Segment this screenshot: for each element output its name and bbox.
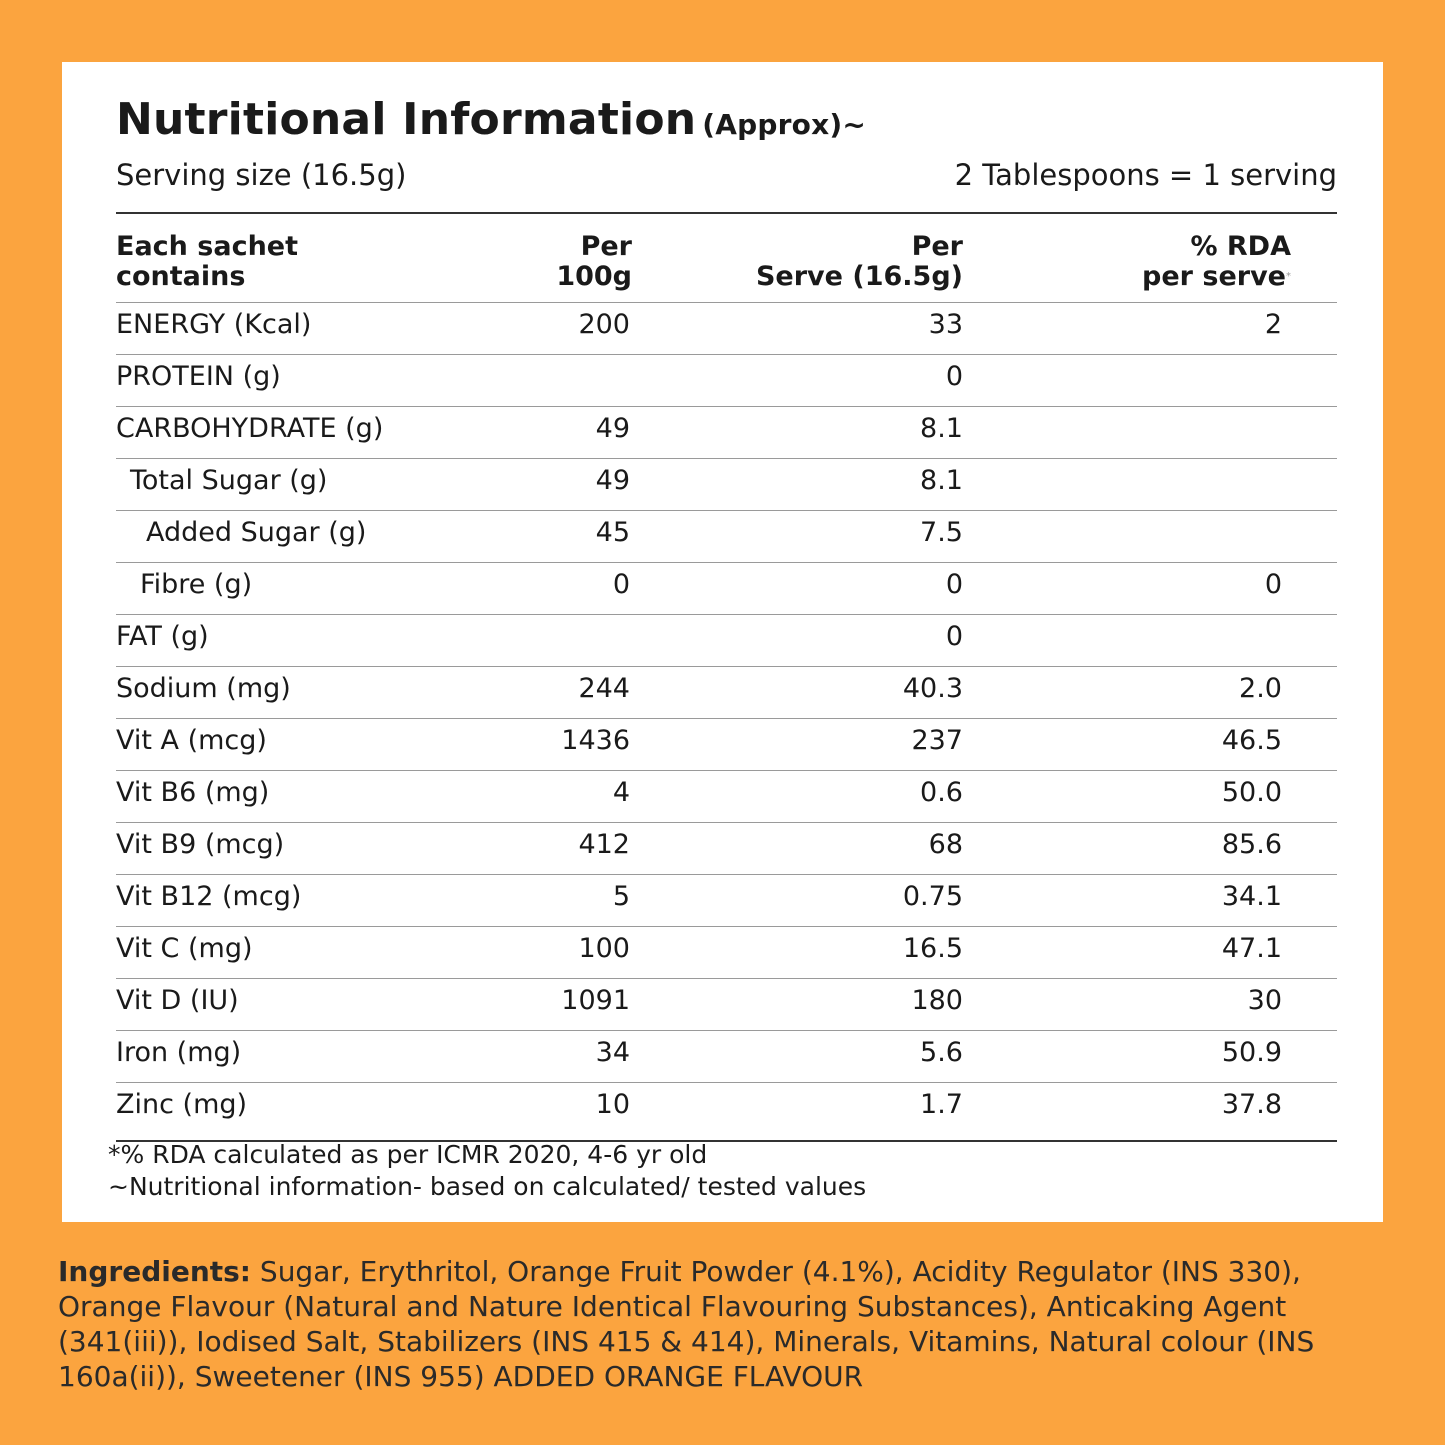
per-serve-value: 33 [928,309,963,340]
rda-value: 85.6 [1221,829,1282,860]
per-serve-value: 68 [928,829,963,860]
table-row: Vit B6 (mg) 4 0.6 50.0 [116,771,1337,823]
table-row: CARBOHYDRATE (g) 49 8.1 [116,407,1337,459]
table-row: Sodium (mg) 244 40.3 2.0 [116,667,1337,719]
per-100g-value: 5 [612,881,630,912]
nutrient-name: PROTEIN (g) [116,361,281,392]
serving-size: Serving size (16.5g) [116,158,407,192]
nutrient-name: Fibre (g) [140,569,253,600]
per-100g-value: 100 [578,933,630,964]
column-header-rda: % RDA per serve* [1142,231,1291,292]
table-row: Vit D (IU) 1091 180 30 [116,979,1337,1031]
per-100g-value: 244 [578,673,630,704]
per-serve-value: 0 [945,621,963,652]
nutrient-name: Vit A (mcg) [116,725,267,756]
per-serve-value: 0.75 [902,881,963,912]
nutrient-name: ENERGY (Kcal) [116,309,312,340]
nutrient-name: FAT (g) [116,621,209,652]
column-header-nutrient: Each sachet contains [116,231,299,292]
per-100g-value: 49 [595,465,630,496]
rda-value: 47.1 [1221,933,1282,964]
per-serve-value: 0 [945,361,963,392]
rda-asterisk: * [1286,271,1291,282]
rda-value: 2 [1264,309,1282,340]
nutrient-name: Vit D (IU) [116,985,239,1016]
table-row: Zinc (mg) 10 1.7 37.8 [116,1083,1337,1142]
per-serve-value: 8.1 [920,465,963,496]
per-100g-value: 1091 [561,985,630,1016]
rda-value: 2.0 [1239,673,1282,704]
ingredients-text: Ingredients: Sugar, Erythritol, Orange F… [58,1254,1378,1394]
table-row: Vit A (mcg) 1436 237 46.5 [116,719,1337,771]
per-serve-value: 40.3 [902,673,963,704]
table-row: Total Sugar (g) 49 8.1 [116,459,1337,511]
table-row: Fibre (g) 0 0 0 [116,563,1337,615]
rda-value: 46.5 [1221,725,1282,756]
table-row: FAT (g) 0 [116,615,1337,667]
per-serve-value: 0.6 [920,777,963,808]
per-100g-value: 1436 [561,725,630,756]
per-serve-value: 5.6 [920,1037,963,1068]
nutrient-name: Iron (mg) [116,1037,242,1068]
per-100g-value: 4 [612,777,630,808]
header-divider [116,212,1337,214]
table-row: Vit B12 (mcg) 5 0.75 34.1 [116,875,1337,927]
nutrition-card: Nutritional Information (Approx)~ Serving… [62,62,1383,1222]
nutrient-name: Sodium (mg) [116,673,291,704]
rda-footnote: *% RDA calculated as per ICMR 2020, 4-6 … [108,1140,708,1169]
per-serve-value: 7.5 [920,517,963,548]
per-serve-value: 16.5 [902,933,963,964]
rda-value: 34.1 [1221,881,1282,912]
rda-value: 0 [1264,569,1282,600]
per-serve-value: 8.1 [920,413,963,444]
per-100g-value: 200 [578,309,630,340]
basis-footnote: ~Nutritional information- based on calcu… [108,1172,867,1201]
table-row: Added Sugar (g) 45 7.5 [116,511,1337,563]
nutrient-name: Vit B9 (mcg) [116,829,285,860]
table-row: PROTEIN (g) 0 [116,355,1337,407]
nutrient-name: Vit B6 (mg) [116,777,270,808]
nutrient-name: Vit B12 (mcg) [116,881,302,912]
per-100g-value: 0 [612,569,630,600]
rda-value: 50.0 [1221,777,1282,808]
ingredients-list: Sugar, Erythritol, Orange Fruit Powder (… [58,1255,1315,1393]
ingredients-label: Ingredients: [58,1255,252,1288]
nutrition-rows: ENERGY (Kcal) 200 33 2 PROTEIN (g) 0 CAR… [116,303,1337,1142]
nutrient-name: Vit C (mg) [116,933,253,964]
per-100g-value: 34 [595,1037,630,1068]
column-header-per-100g: Per 100g [556,231,632,292]
column-header-per-serve: Per Serve (16.5g) [755,231,963,292]
nutrition-title: Nutritional Information (Approx)~ [116,94,866,145]
nutrient-name: Total Sugar (g) [130,465,328,496]
rda-value: 37.8 [1221,1089,1282,1120]
per-100g-value: 412 [578,829,630,860]
per-100g-value: 10 [595,1089,630,1120]
per-100g-value: 49 [595,413,630,444]
per-serve-value: 0 [945,569,963,600]
per-serve-value: 237 [911,725,963,756]
table-row: Vit B9 (mcg) 412 68 85.6 [116,823,1337,875]
rda-value: 30 [1247,985,1282,1016]
nutrient-name: Added Sugar (g) [146,517,367,548]
per-100g-value: 45 [595,517,630,548]
table-header: Each sachet contains Per 100g Per Serve … [116,230,1337,303]
title-suffix: (Approx)~ [702,108,867,141]
rda-value: 50.9 [1221,1037,1282,1068]
table-row: Vit C (mg) 100 16.5 47.1 [116,927,1337,979]
serving-note: 2 Tablespoons = 1 serving [954,158,1337,192]
title-text: Nutritional Information [116,94,697,145]
table-row: ENERGY (Kcal) 200 33 2 [116,303,1337,355]
table-row: Iron (mg) 34 5.6 50.9 [116,1031,1337,1083]
nutrient-name: CARBOHYDRATE (g) [116,413,384,444]
per-serve-value: 1.7 [920,1089,963,1120]
per-serve-value: 180 [911,985,963,1016]
nutrient-name: Zinc (mg) [116,1089,248,1120]
